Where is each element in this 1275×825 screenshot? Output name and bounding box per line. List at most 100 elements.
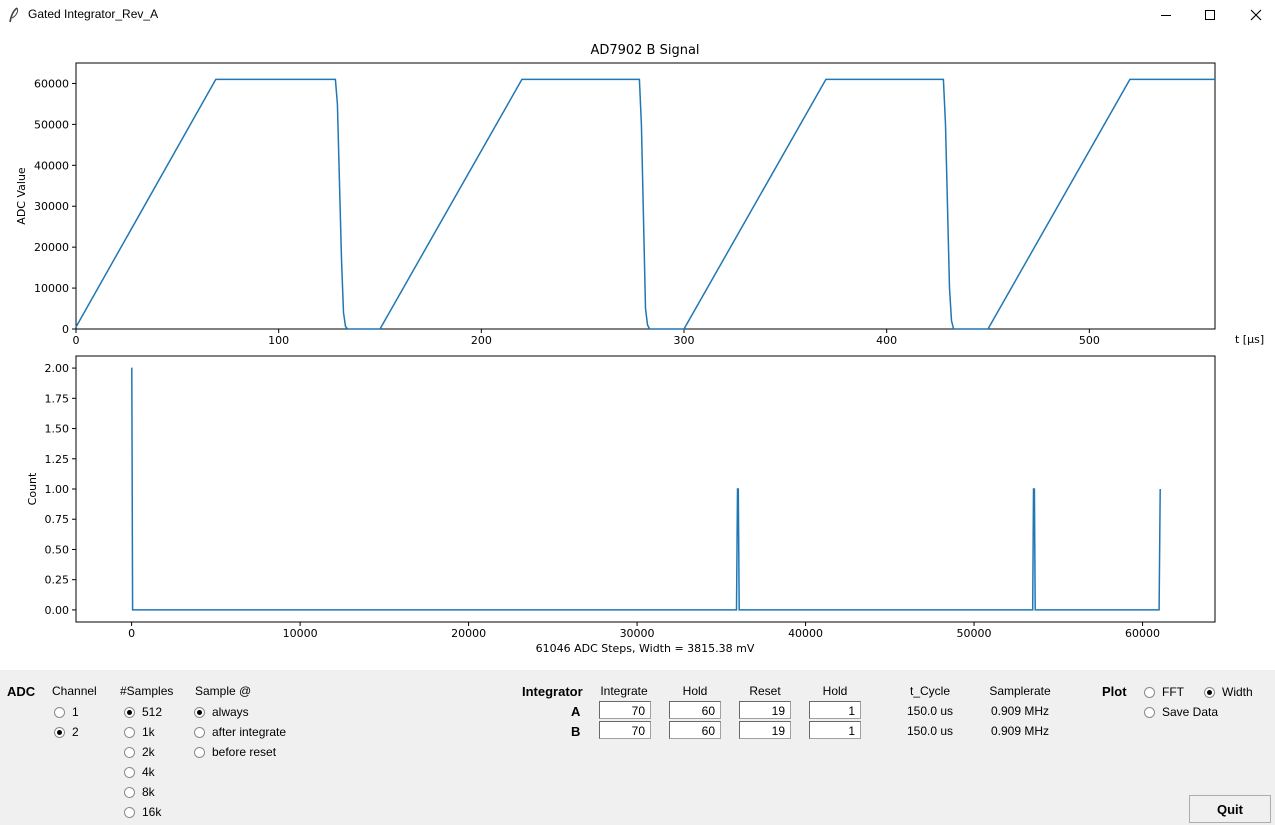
plot-label: Plot: [1102, 684, 1127, 699]
plot2-axes: [75, 355, 1216, 623]
plot1-ytick-label: 30000: [34, 200, 69, 213]
minimize-button[interactable]: [1143, 0, 1189, 30]
a-t-cycle-value: 150.0 us: [906, 704, 954, 718]
plot2-ytick-label: 1.25: [45, 453, 70, 466]
row-a-label: A: [571, 704, 581, 719]
plot2-ytick-label: 0.75: [45, 513, 70, 526]
window-title: Gated Integrator_Rev_A: [28, 7, 159, 21]
samples-radio-4k[interactable]: 4k: [124, 765, 155, 779]
radio-icon: [1144, 686, 1155, 698]
a-integrate-field[interactable]: [599, 701, 651, 719]
radio-selected-icon: [54, 726, 65, 738]
feather-icon: [9, 7, 19, 23]
plot1-xtick-label: 400: [876, 334, 897, 347]
plot1-ytick-label: 40000: [34, 159, 69, 172]
plot2-xtick-label: 10000: [283, 627, 318, 640]
plot1-signal-line: [75, 78, 1215, 330]
quit-button[interactable]: Quit: [1189, 795, 1271, 823]
plot1-xlabel: t [μs]: [1235, 333, 1264, 346]
radio-icon: [1144, 706, 1155, 718]
a-samplerate-value: 0.909 MHz: [990, 704, 1050, 718]
channel-radio-2[interactable]: 2: [54, 725, 79, 739]
samples-radio-8k[interactable]: 8k: [124, 785, 155, 799]
plot2-ytick-label: 1.75: [45, 392, 70, 405]
radio-selected-icon: [124, 706, 135, 718]
samples-header: #Samples: [120, 684, 174, 698]
radio-icon: [124, 746, 135, 758]
close-button[interactable]: [1233, 0, 1275, 30]
plot2-xtick-label: 20000: [451, 627, 486, 640]
radio-icon: [194, 746, 205, 758]
plot2-xtick-label: 60000: [1125, 627, 1160, 640]
samplerate-header: Samplerate: [989, 684, 1051, 698]
sample-at-radio-before-reset[interactable]: before reset: [194, 745, 276, 759]
plot1-title: AD7902 B Signal: [590, 43, 699, 58]
b-hold2-field[interactable]: [809, 721, 861, 739]
plot2-ytick-label: 0.25: [45, 574, 70, 587]
a-hold1-field[interactable]: [669, 701, 721, 719]
plot-radio-width[interactable]: Width: [1204, 685, 1253, 699]
reset-header: Reset: [749, 684, 781, 698]
t-cycle-header: t_Cycle: [909, 684, 950, 698]
plot2-ylabel: Count: [26, 472, 39, 505]
plot1-xtick-label: 500: [1079, 334, 1100, 347]
maximize-icon: [1205, 10, 1215, 20]
plot1-ytick-label: 60000: [34, 77, 69, 90]
integrate-header: Integrate: [600, 684, 648, 698]
plot1-ytick-label: 50000: [34, 118, 69, 131]
b-reset-field[interactable]: [739, 721, 791, 739]
b-samplerate-value: 0.909 MHz: [990, 724, 1050, 738]
sample-at-radio-after-integrate[interactable]: after integrate: [194, 725, 286, 739]
radio-icon: [194, 726, 205, 738]
radio-icon: [124, 766, 135, 778]
plot1-xtick-label: 200: [471, 334, 492, 347]
plot1-ylabel: ADC Value: [15, 167, 28, 225]
radio-selected-icon: [194, 706, 205, 718]
plot2-ytick-label: 2.00: [45, 362, 70, 375]
plot-canvas: AD7902 B Signal 0 100 200 300 400 500 0 10000 2…: [0, 30, 1275, 670]
samples-radio-1k[interactable]: 1k: [124, 725, 155, 739]
plot2-histogram-line: [131, 367, 1161, 611]
plot1-ytick-label: 20000: [34, 241, 69, 254]
samples-radio-16k[interactable]: 16k: [124, 805, 161, 819]
b-integrate-field[interactable]: [599, 721, 651, 739]
sample-at-radio-always[interactable]: always: [194, 705, 249, 719]
plot1-xtick-label: 300: [674, 334, 695, 347]
plot2-ytick-label: 1.50: [45, 423, 70, 436]
radio-icon: [124, 786, 135, 798]
close-icon: [1250, 9, 1262, 21]
channel-header: Channel: [52, 684, 97, 698]
maximize-button[interactable]: [1187, 0, 1233, 30]
samples-radio-2k[interactable]: 2k: [124, 745, 155, 759]
sample-at-header: Sample @: [195, 684, 252, 698]
plot1-xtick-label: 100: [268, 334, 289, 347]
plot2-xlabel: 61046 ADC Steps, Width = 3815.38 mV: [536, 642, 755, 655]
channel-radio-1[interactable]: 1: [54, 705, 79, 719]
save-data-radio[interactable]: Save Data: [1144, 705, 1218, 719]
row-b-label: B: [571, 724, 581, 739]
plot1-axes: [75, 62, 1216, 330]
plot2-ytick-label: 1.00: [45, 483, 70, 496]
plot2-xtick-label: 30000: [620, 627, 655, 640]
plot2-ytick-label: 0.00: [45, 604, 70, 617]
plot2-xtick-label: 0: [128, 627, 135, 640]
samples-radio-512[interactable]: 512: [124, 705, 162, 719]
adc-label: ADC: [7, 684, 36, 699]
integrator-label: Integrator: [522, 684, 583, 699]
hold1-header: Hold: [682, 684, 708, 698]
b-hold1-field[interactable]: [669, 721, 721, 739]
minimize-icon: [1161, 15, 1171, 16]
control-panel: ADC Channel 1 2 #Samples 512 1k 2k 4k 8k…: [0, 670, 1275, 825]
radio-icon: [54, 706, 65, 718]
plot2-ytick-label: 0.50: [45, 543, 70, 556]
a-hold2-field[interactable]: [809, 701, 861, 719]
plot-radio-fft[interactable]: FFT: [1144, 685, 1184, 699]
radio-icon: [124, 726, 135, 738]
hold2-header: Hold: [822, 684, 848, 698]
plot2-xtick-label: 50000: [957, 627, 992, 640]
a-reset-field[interactable]: [739, 701, 791, 719]
title-bar: Gated Integrator_Rev_A: [0, 0, 1275, 30]
plot1-ytick-label: 10000: [34, 282, 69, 295]
plot1-ytick-label: 0: [62, 323, 69, 336]
radio-selected-icon: [1204, 686, 1215, 698]
